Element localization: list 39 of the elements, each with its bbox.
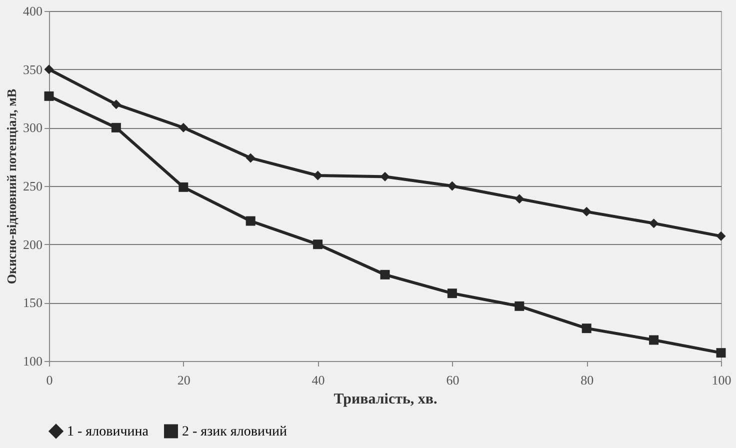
y-tick-label: 200	[23, 236, 42, 252]
y-tick-label: 300	[23, 120, 42, 136]
y-tick-label: 150	[23, 295, 42, 310]
point	[313, 170, 323, 180]
point	[44, 64, 54, 74]
y-tick-label: 400	[23, 4, 42, 18]
x-tick-label: 40	[312, 372, 325, 388]
point	[582, 324, 592, 334]
x-tick-label: 80	[580, 372, 594, 388]
x-tick-label: 0	[46, 372, 53, 388]
point	[649, 335, 659, 345]
point	[447, 181, 457, 191]
point	[649, 218, 659, 228]
y-tick-label: 350	[23, 62, 42, 77]
x-tick-label: 60	[446, 372, 460, 388]
x-tick-label: 20	[177, 372, 190, 388]
point	[313, 240, 323, 250]
point	[380, 172, 390, 182]
x-tick-label: 100	[712, 372, 732, 388]
legend-label: 1 - яловичина	[67, 424, 150, 440]
point	[178, 122, 188, 132]
point	[246, 153, 256, 163]
point	[246, 216, 256, 226]
point	[380, 270, 390, 280]
y-axis-title: Окисно-відновний потенціал, мВ	[4, 88, 19, 284]
y-tick-label: 100	[23, 354, 42, 368]
point	[447, 288, 457, 298]
point	[178, 182, 188, 192]
legend-label: 2 - язик яловичий	[182, 424, 288, 440]
x-axis-title: Тривалість, хв.	[334, 392, 438, 408]
point	[582, 206, 592, 216]
point	[111, 100, 121, 110]
point	[716, 231, 726, 241]
point	[44, 91, 54, 101]
point	[111, 122, 121, 132]
point	[514, 194, 524, 204]
point	[514, 301, 524, 311]
y-tick-label: 250	[23, 178, 42, 194]
point	[716, 348, 726, 358]
